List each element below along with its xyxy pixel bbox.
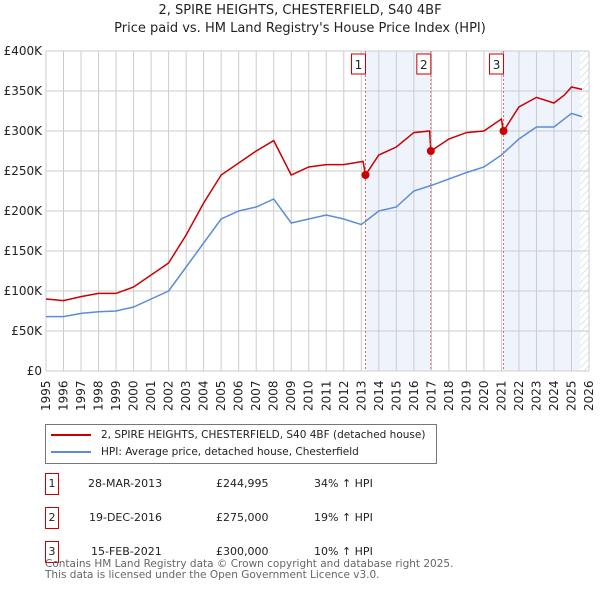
chart-subtitle: Price paid vs. HM Land Registry's House … (114, 21, 486, 36)
x-tick-label: 1996 (57, 380, 71, 411)
x-tick-label: 2013 (354, 380, 368, 411)
legend-swatch-property (51, 434, 91, 436)
x-tick-label: 2000 (127, 380, 141, 411)
series-line (45, 86, 583, 302)
y-tick-label: £200K (4, 204, 44, 218)
sale-hpi: 34% ↑ HPI (314, 477, 373, 490)
sale-point (499, 127, 508, 135)
chart-title: 2, SPIRE HEIGHTS, CHESTERFIELD, S40 4BF (158, 3, 442, 18)
sale-marker-box: 1 (45, 473, 59, 495)
sale-marker-box: 2 (45, 507, 59, 529)
sale-price: £244,995 (216, 477, 269, 490)
y-tick-label: £250K (4, 164, 44, 178)
sale-label: 2 (420, 58, 428, 72)
sale-row: 3 15-FEB-2021 £300,000 10% ↑ HPI (45, 541, 445, 563)
x-tick-label: 2023 (529, 380, 543, 411)
x-tick-label: 2018 (442, 380, 456, 411)
sale-point (426, 147, 435, 155)
x-tick-label: 2021 (494, 380, 508, 411)
sale-price: £300,000 (216, 545, 269, 558)
x-tick-label: 2007 (249, 380, 263, 411)
x-tick-label: 2014 (372, 380, 386, 411)
sale-label-box (489, 53, 505, 75)
x-tick-label: 2002 (162, 380, 176, 411)
x-tick-label: 2016 (407, 380, 421, 411)
x-tick-label: 2005 (214, 380, 228, 411)
sale-label-box (350, 53, 366, 75)
sale-date: 15-FEB-2021 (91, 545, 162, 558)
sale-row: 2 19-DEC-2016 £275,000 19% ↑ HPI (45, 507, 445, 529)
sale-date: 28-MAR-2013 (88, 477, 163, 490)
plot-area: 1995 1996 1997 1998 1999 2000 2001 2002 2003 2004… (4, 44, 596, 411)
x-tick-label: 2008 (267, 380, 281, 411)
x-tick-label: 2011 (319, 380, 333, 411)
y-tick-label: £300K (4, 124, 44, 138)
x-tick-label: 1997 (74, 380, 88, 411)
y-tick-label: £400K (4, 44, 44, 58)
legend-label-property: 2, SPIRE HEIGHTS, CHESTERFIELD, S40 4BF … (101, 429, 426, 441)
y-tick-label: £150K (4, 244, 44, 258)
x-tick-label: 2001 (144, 380, 158, 411)
sale-point (361, 171, 370, 180)
sale-price: £275,000 (216, 511, 269, 524)
y-tick-label: £50K (11, 324, 43, 338)
x-tick-label: 2003 (179, 380, 193, 411)
x-tick-label: 2020 (477, 380, 491, 411)
sale-marker-box: 3 (45, 541, 59, 563)
y-tick-label: £350K (4, 84, 44, 98)
x-tick-label: 2026 (582, 380, 596, 411)
sale-label: 1 (355, 58, 363, 72)
x-tick-label: 1998 (92, 380, 106, 411)
legend-label-hpi: HPI: Average price, detached house, Ches… (101, 446, 359, 458)
sale-row: 1 28-MAR-2013 £244,995 34% ↑ HPI (45, 473, 445, 495)
x-tick-label: 2015 (389, 380, 403, 411)
y-tick-label: £100K (4, 284, 44, 298)
x-tick-label: 2025 (564, 380, 578, 411)
x-tick-label: 1995 (39, 380, 53, 411)
series-line (46, 112, 583, 318)
sale-hpi: 10% ↑ HPI (314, 545, 373, 558)
sale-label: 3 (493, 58, 501, 72)
x-tick-label: 2017 (424, 380, 438, 411)
x-tick-label: 2004 (197, 380, 211, 411)
sale-label-box (416, 53, 432, 75)
x-tick-label: 2010 (302, 380, 316, 411)
x-tick-label: 2024 (547, 380, 561, 411)
x-tick-label: 2006 (232, 380, 246, 411)
x-tick-label: 2012 (337, 380, 351, 411)
sale-hpi: 19% ↑ HPI (314, 511, 373, 524)
x-tick-label: 2009 (284, 380, 298, 411)
x-tick-label: 1999 (109, 380, 123, 411)
y-tick-label: £0 (27, 364, 42, 378)
legend-swatch-hpi (51, 451, 91, 453)
footer-copyright: Contains HM Land Registry data © Crown c… (45, 558, 454, 570)
x-tick-label: 2019 (459, 380, 473, 411)
legend: 2, SPIRE HEIGHTS, CHESTERFIELD, S40 4BF … (45, 424, 437, 464)
x-tick-label: 2022 (512, 380, 526, 411)
footer: Contains HM Land Registry data © Crown c… (45, 559, 453, 581)
footer-licence: This data is licensed under the Open Gov… (45, 569, 380, 581)
sale-date: 19-DEC-2016 (89, 511, 163, 524)
